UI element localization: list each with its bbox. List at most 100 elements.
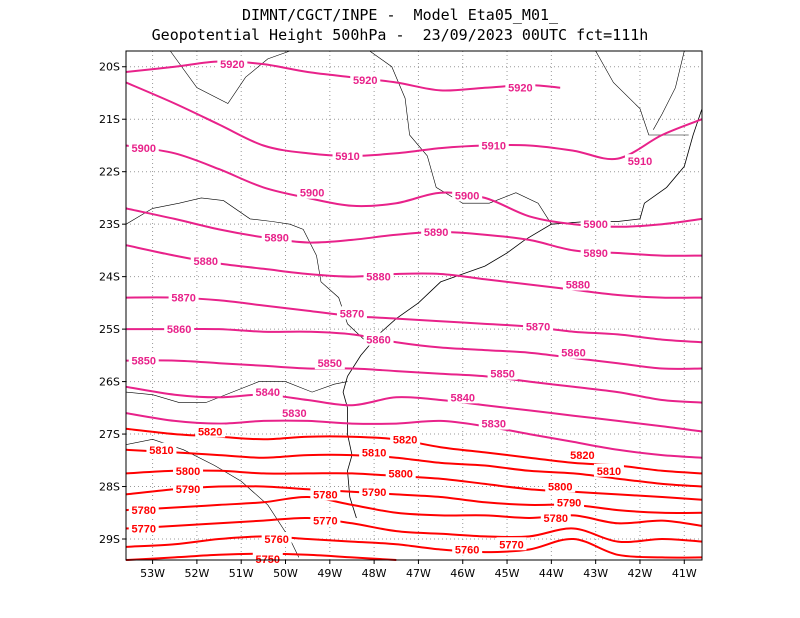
- contour-label-bg: [558, 345, 589, 359]
- contour-label-bg: [314, 356, 345, 370]
- contour-label: 5800: [388, 468, 412, 480]
- lat-tick-label: 26S: [99, 376, 120, 389]
- contour-label: 5830: [282, 408, 306, 420]
- contour-label: 5840: [256, 387, 280, 399]
- contour-label-bg: [173, 463, 204, 477]
- contour-label: 5810: [597, 466, 621, 478]
- contour-label: 5860: [561, 348, 585, 360]
- contour-label-bg: [447, 390, 478, 404]
- contour-label-bg: [217, 57, 248, 71]
- contour-5830: [125, 412, 703, 459]
- contour-label: 5760: [264, 534, 288, 546]
- contour-label-bg: [146, 442, 177, 456]
- contour-label: 5770: [499, 539, 523, 551]
- contour-label-bg: [523, 319, 554, 333]
- graticule-grid: [126, 51, 702, 560]
- lat-tick-label: 23S: [99, 218, 120, 231]
- contour-label-bg: [252, 385, 283, 399]
- contour-label: 5890: [264, 232, 288, 244]
- contour-label: 5820: [393, 434, 417, 446]
- contour-label: 5910: [335, 151, 359, 163]
- contour-label: 5870: [340, 308, 364, 320]
- contour-label: 5850: [490, 369, 514, 381]
- contour-5760: [125, 535, 703, 559]
- contour-label-bg: [359, 484, 390, 498]
- chart-title-line-2: Geopotential Height 500hPa - 23/09/2023 …: [151, 26, 649, 44]
- contour-label-bg: [496, 537, 527, 551]
- contour-label-bg: [452, 542, 483, 556]
- contour-5910: [125, 81, 703, 161]
- contour-5780: [125, 495, 703, 527]
- state-border: [369, 50, 552, 225]
- contour-label: 5800: [548, 482, 572, 494]
- contour-label: 5920: [508, 83, 532, 95]
- lon-tick-label: 51W: [229, 567, 254, 580]
- contour-5790: [125, 485, 703, 514]
- contour-label: 5790: [362, 487, 386, 499]
- contour-label-bg: [252, 551, 283, 565]
- contour-label-bg: [478, 138, 509, 152]
- contour-label: 5790: [557, 497, 581, 509]
- contour-5810: [125, 448, 703, 488]
- contour-label: 5820: [198, 426, 222, 438]
- contour-label-bg: [195, 424, 226, 438]
- contour-label: 5870: [171, 293, 195, 305]
- contour-label-bg: [363, 269, 394, 283]
- contour-label-bg: [128, 141, 159, 155]
- lon-tick-label: 50W: [273, 567, 298, 580]
- contour-label-bg: [173, 482, 204, 496]
- contour-5850: [125, 359, 703, 404]
- contour-label: 5850: [318, 358, 342, 370]
- axis-ticks: 53W 52W 51W 50W 49W 48W 47W 46W 45W 44W 43W 42W 41W 2…: [99, 61, 697, 580]
- contour-label-bg: [168, 290, 199, 304]
- lon-tick-label: 44W: [539, 567, 564, 580]
- contour-label: 5900: [455, 190, 479, 202]
- lat-tick-label: 29S: [99, 533, 120, 546]
- contour-label-bg: [540, 511, 571, 525]
- contour-label-bg: [261, 230, 292, 244]
- contour-label: 5810: [362, 447, 386, 459]
- contour-label-bg: [580, 246, 611, 260]
- lat-tick-label: 24S: [99, 271, 120, 284]
- contour-label: 5900: [300, 188, 324, 200]
- lon-tick-label: 49W: [317, 567, 342, 580]
- lat-tick-label: 25S: [99, 323, 120, 336]
- contour-label: 5760: [455, 545, 479, 557]
- contour-label-bg: [567, 448, 598, 462]
- contour-label: 5880: [366, 272, 390, 284]
- contour-label: 5920: [220, 59, 244, 71]
- lon-tick-label: 43W: [583, 567, 608, 580]
- contour-5800: [125, 469, 703, 501]
- contour-label: 5820: [570, 450, 594, 462]
- contour-label: 5900: [131, 143, 155, 155]
- contour-labels: 5920 5920 5920 5910 5910 5910 5900 5900 5900 5900…: [128, 57, 655, 566]
- lon-tick-label: 45W: [495, 567, 520, 580]
- contour-label-bg: [261, 532, 292, 546]
- contour-5890: [125, 207, 703, 257]
- contour-label: 5830: [482, 419, 506, 431]
- lon-tick-label: 42W: [628, 567, 653, 580]
- contour-label: 5790: [176, 484, 200, 496]
- lat-tick-label: 27S: [99, 428, 120, 441]
- contour-label: 5870: [526, 321, 550, 333]
- contour-label-bg: [128, 521, 159, 535]
- contour-label: 5880: [194, 256, 218, 268]
- lon-tick-label: 48W: [362, 567, 387, 580]
- coastline: [342, 108, 703, 519]
- state-border: [125, 197, 370, 346]
- contour-label-bg: [385, 466, 416, 480]
- contour-label: 5910: [482, 140, 506, 152]
- contour-label: 5780: [131, 505, 155, 517]
- contour-label-bg: [421, 225, 452, 239]
- contour-label: 5900: [583, 219, 607, 231]
- lon-tick-label: 47W: [406, 567, 431, 580]
- contour-label: 5850: [131, 356, 155, 368]
- lat-tick-label: 21S: [99, 113, 120, 126]
- contour-label: 5920: [353, 75, 377, 87]
- contour-label-bg: [297, 185, 328, 199]
- contour-label-bg: [624, 154, 655, 168]
- contour-label-bg: [310, 513, 341, 527]
- contour-label: 5890: [424, 227, 448, 239]
- lat-tick-label: 22S: [99, 166, 120, 179]
